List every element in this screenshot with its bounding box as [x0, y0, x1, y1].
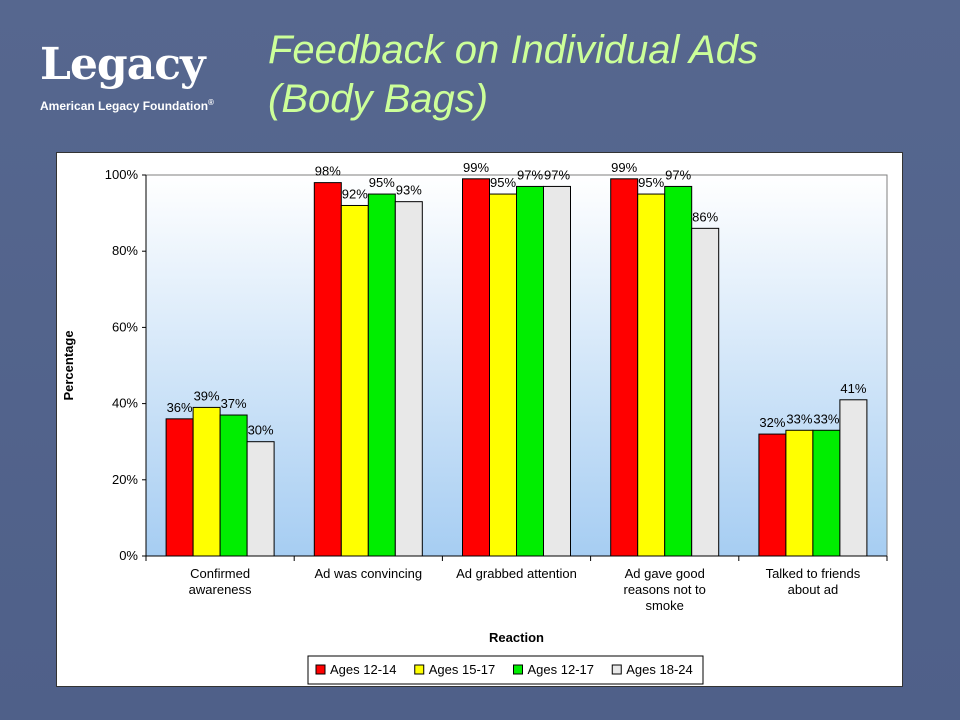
category-label: about ad	[788, 582, 839, 597]
legend-swatch	[513, 664, 523, 675]
data-label: 95%	[638, 175, 664, 190]
legend-label: Ages 12-17	[528, 662, 595, 677]
logo-wordmark: Legacy	[40, 39, 206, 90]
category-label: Ad gave good	[625, 566, 705, 581]
bar	[839, 399, 868, 557]
bar	[637, 193, 666, 557]
registered-mark: ®	[208, 98, 214, 107]
data-label: 95%	[369, 175, 395, 190]
data-label: 92%	[342, 186, 368, 201]
data-label: 33%	[813, 411, 839, 426]
bar	[543, 185, 571, 557]
data-label: 41%	[840, 381, 866, 396]
data-label: 86%	[692, 209, 718, 224]
bar	[313, 182, 342, 557]
data-label: 30%	[248, 423, 274, 438]
y-axis-title: Percentage	[61, 330, 76, 400]
data-label: 95%	[490, 175, 516, 190]
data-label: 99%	[463, 160, 489, 175]
legend-swatch	[315, 664, 326, 675]
bar	[664, 185, 693, 557]
category-label: reasons not to	[624, 582, 706, 597]
y-tick-label: 0%	[119, 548, 138, 563]
legacy-logo: Legacy American Legacy Foundation®	[40, 39, 240, 114]
data-label: 97%	[544, 167, 570, 182]
category-label: Talked to friends	[766, 566, 861, 581]
data-label: 39%	[194, 388, 220, 403]
y-tick-label: 60%	[112, 319, 138, 334]
bar	[165, 418, 194, 557]
logo-org-text: American Legacy Foundation	[40, 99, 209, 113]
data-label: 93%	[396, 183, 422, 198]
slide-title-line-2: (Body Bags)	[268, 77, 489, 121]
y-tick-label: 100%	[105, 167, 139, 182]
data-label: 97%	[517, 167, 543, 182]
bar	[367, 193, 396, 557]
category-label: Ad grabbed attention	[456, 566, 577, 581]
bar	[219, 414, 248, 557]
slide-title-line-1: Feedback on Individual Ads	[268, 28, 758, 72]
slide-title: Feedback on Individual Ads (Body Bags)	[268, 26, 758, 124]
data-label: 99%	[611, 160, 637, 175]
bar	[516, 185, 544, 557]
bar	[192, 406, 221, 557]
bar	[246, 441, 275, 557]
bar	[610, 178, 639, 557]
category-label: Ad was convincing	[314, 566, 422, 581]
data-label: 36%	[167, 400, 193, 415]
logo-org-name: American Legacy Foundation®	[40, 98, 240, 113]
legend-label: Ages 12-14	[330, 662, 397, 677]
data-label: 33%	[786, 411, 812, 426]
bar	[758, 433, 787, 557]
data-label: 97%	[665, 167, 691, 182]
y-tick-label: 80%	[112, 243, 138, 258]
bar	[489, 193, 517, 557]
data-label: 37%	[221, 396, 247, 411]
legend-swatch	[414, 664, 425, 675]
bar-chart: 0%20%40%60%80%100%36%98% 99% 99%32%39%92%9…	[61, 160, 888, 685]
category-label: Confirmed	[190, 566, 250, 581]
x-axis-title: Reaction	[489, 630, 544, 645]
y-tick-label: 40%	[112, 396, 138, 411]
data-label: 32%	[759, 415, 785, 430]
legend-label: Ages 15-17	[429, 662, 496, 677]
legend-box	[307, 655, 704, 685]
bar	[785, 429, 814, 557]
category-label: smoke	[646, 598, 684, 613]
legend-label: Ages 18-24	[626, 662, 693, 677]
bar	[340, 204, 369, 557]
bar	[691, 227, 720, 557]
chart-frame: 0% 20% 40% 60% 80% 100% 36% 98% 99% 99% 32% 39% 92% 9…	[56, 152, 903, 687]
y-tick-label: 20%	[112, 472, 138, 487]
data-label: 98%	[315, 164, 341, 179]
legend-swatch	[611, 664, 622, 675]
category-label: awareness	[189, 582, 252, 597]
bar	[462, 178, 490, 557]
bar	[394, 201, 423, 557]
bar	[812, 429, 841, 557]
